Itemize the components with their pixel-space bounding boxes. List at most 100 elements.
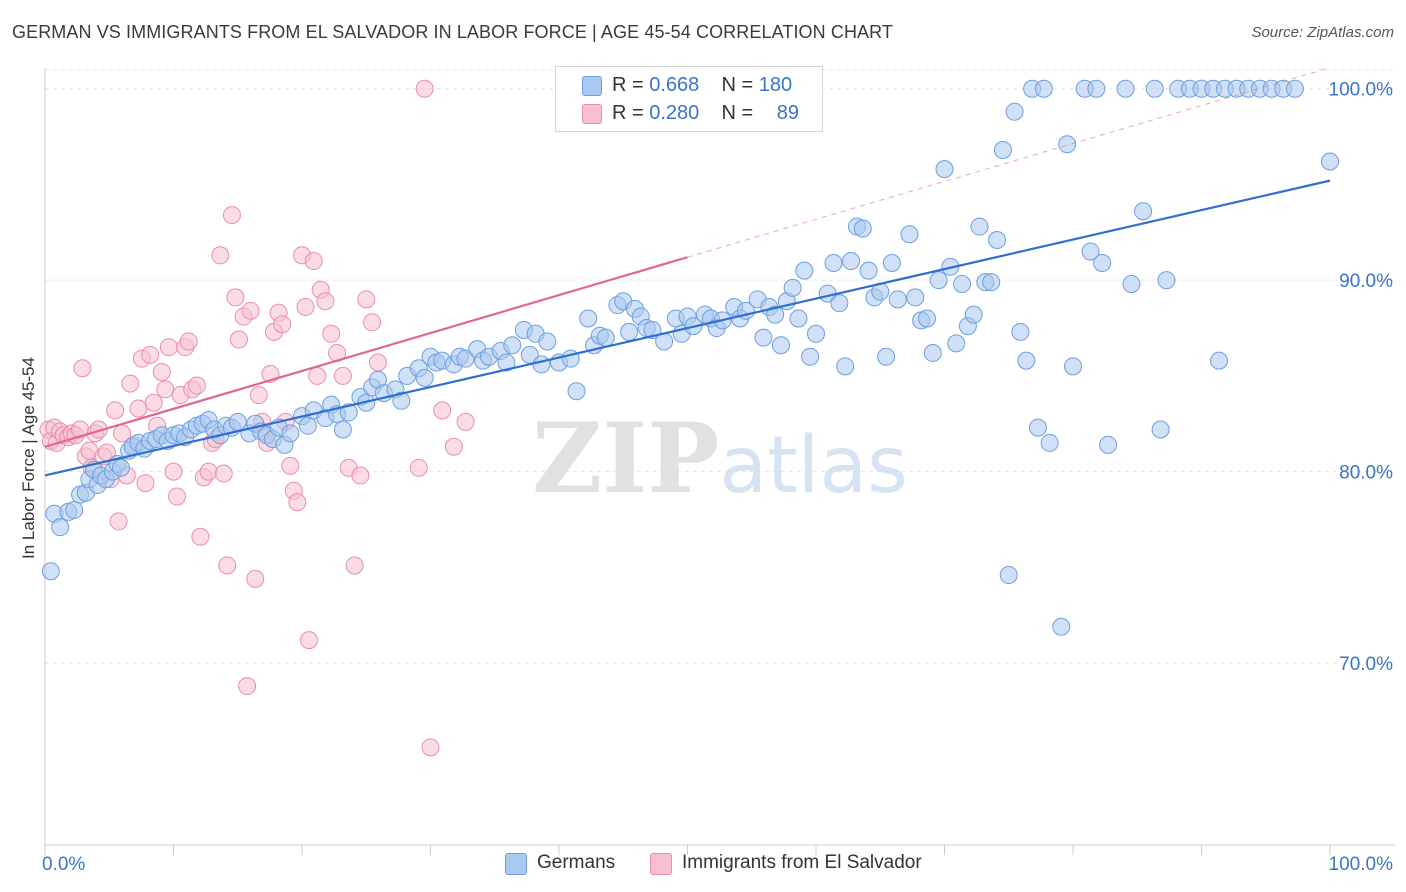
german-point-42 bbox=[281, 424, 300, 443]
german-point-145 bbox=[999, 566, 1018, 585]
german-point-105 bbox=[754, 328, 773, 347]
german-points bbox=[41, 79, 1339, 636]
source-label: Source: ZipAtlas.com bbox=[1251, 24, 1394, 41]
german-point-125 bbox=[877, 347, 896, 366]
german-point-108 bbox=[771, 336, 790, 355]
germans-legend-label: Germans bbox=[537, 852, 616, 873]
salvador-point-80 bbox=[357, 290, 376, 309]
german-point-118 bbox=[836, 357, 855, 376]
salvador-point-35 bbox=[168, 487, 187, 506]
trend-lines bbox=[44, 67, 1331, 477]
grid-lines bbox=[45, 69, 1395, 664]
salvador-point-87 bbox=[444, 437, 463, 456]
germans-legend-swatch bbox=[505, 853, 527, 875]
germans-n-label: N = bbox=[721, 74, 754, 96]
salvador-point-27 bbox=[136, 474, 155, 493]
german-point-0 bbox=[41, 562, 60, 581]
german-point-127 bbox=[888, 290, 907, 309]
german-point-57 bbox=[392, 391, 411, 410]
german-point-163 bbox=[1134, 202, 1153, 221]
german-point-151 bbox=[1034, 79, 1053, 98]
german-point-84 bbox=[596, 328, 615, 347]
german-point-81 bbox=[579, 309, 598, 328]
salvador-legend-swatch bbox=[650, 853, 672, 875]
german-point-154 bbox=[1058, 135, 1077, 154]
correlation-legend: R = 0.668 N = 180 R = 0.280 N = 89 bbox=[555, 66, 823, 132]
salvador-r-value: 0.280 bbox=[649, 102, 700, 124]
german-point-87 bbox=[620, 322, 639, 341]
germans-n-value: 180 bbox=[758, 74, 793, 96]
german-point-153 bbox=[1052, 617, 1071, 636]
salvador-n-value: 89 bbox=[776, 102, 800, 124]
salvador-legend-label: Immigrants from El Salvador bbox=[682, 852, 922, 873]
german-point-113 bbox=[801, 347, 820, 366]
salvador-point-48 bbox=[218, 556, 237, 575]
german-point-146 bbox=[1005, 102, 1024, 121]
salvador-point-81 bbox=[363, 313, 382, 332]
salvador-point-74 bbox=[322, 324, 341, 343]
german-point-147 bbox=[1011, 322, 1030, 341]
salvador-point-64 bbox=[281, 456, 300, 475]
salvador-point-78 bbox=[345, 556, 364, 575]
watermark: ZIPatlas bbox=[532, 402, 908, 515]
german-point-133 bbox=[929, 271, 948, 290]
salvador-point-19 bbox=[106, 401, 125, 420]
salvador-point-79 bbox=[351, 466, 370, 485]
german-point-131 bbox=[917, 309, 936, 328]
series-legend: Germans Immigrants from El Salvador bbox=[0, 851, 1406, 877]
german-point-139 bbox=[964, 305, 983, 324]
salvador-point-73 bbox=[316, 292, 335, 311]
salvador-point-56 bbox=[249, 386, 268, 405]
german-point-49 bbox=[333, 420, 352, 439]
germans-r-value: 0.668 bbox=[649, 74, 700, 96]
german-point-2 bbox=[51, 518, 70, 537]
salvador-point-51 bbox=[229, 330, 248, 349]
german-point-160 bbox=[1099, 435, 1118, 454]
salvador-point-10 bbox=[73, 359, 92, 378]
german-point-44 bbox=[298, 416, 317, 435]
salvador-point-69 bbox=[300, 631, 319, 650]
german-point-165 bbox=[1151, 420, 1170, 439]
german-point-111 bbox=[789, 309, 808, 328]
salvador-point-41 bbox=[191, 527, 210, 546]
salvador-point-31 bbox=[152, 363, 171, 382]
german-point-155 bbox=[1064, 357, 1082, 376]
german-point-166 bbox=[1157, 271, 1176, 290]
german-point-50 bbox=[339, 403, 358, 422]
german-point-132 bbox=[923, 343, 942, 362]
salvador-point-23 bbox=[121, 374, 140, 393]
german-point-116 bbox=[824, 253, 843, 272]
german-point-72 bbox=[503, 336, 522, 355]
salvador-points bbox=[39, 79, 475, 757]
salvador-point-70 bbox=[304, 252, 323, 271]
salvador-swatch bbox=[582, 104, 602, 124]
salvador-point-55 bbox=[246, 569, 265, 588]
salvador-point-53 bbox=[238, 677, 257, 696]
german-point-4 bbox=[65, 500, 84, 519]
german-point-152 bbox=[1040, 433, 1059, 452]
salvador-point-46 bbox=[211, 246, 230, 265]
german-point-60 bbox=[415, 368, 434, 387]
german-point-136 bbox=[947, 334, 966, 353]
german-point-117 bbox=[830, 294, 849, 313]
salvador-point-38 bbox=[179, 332, 198, 351]
german-point-164 bbox=[1145, 79, 1164, 98]
german-point-121 bbox=[853, 219, 872, 238]
salvador-point-49 bbox=[222, 206, 241, 225]
salvador-point-47 bbox=[214, 464, 233, 483]
german-point-140 bbox=[970, 217, 989, 236]
salvador-point-66 bbox=[288, 493, 307, 512]
chart-title: GERMAN VS IMMIGRANTS FROM EL SALVADOR IN… bbox=[12, 22, 894, 42]
german-point-114 bbox=[807, 324, 825, 343]
salvador-point-71 bbox=[308, 366, 327, 385]
german-point-119 bbox=[842, 252, 861, 271]
german-point-128 bbox=[900, 225, 919, 244]
german-point-137 bbox=[953, 275, 972, 294]
german-point-142 bbox=[982, 273, 1001, 292]
german-point-134 bbox=[935, 160, 954, 179]
axis-labels: 70.0% 80.0% 90.0% 100.0% 0.0% 100.0% In Labor … bbox=[19, 80, 1393, 875]
y-tick-label-3: 100.0% bbox=[1329, 80, 1394, 101]
salvador-point-43 bbox=[199, 462, 218, 481]
salvador-point-40 bbox=[187, 376, 206, 395]
salvador-point-54 bbox=[241, 301, 260, 320]
